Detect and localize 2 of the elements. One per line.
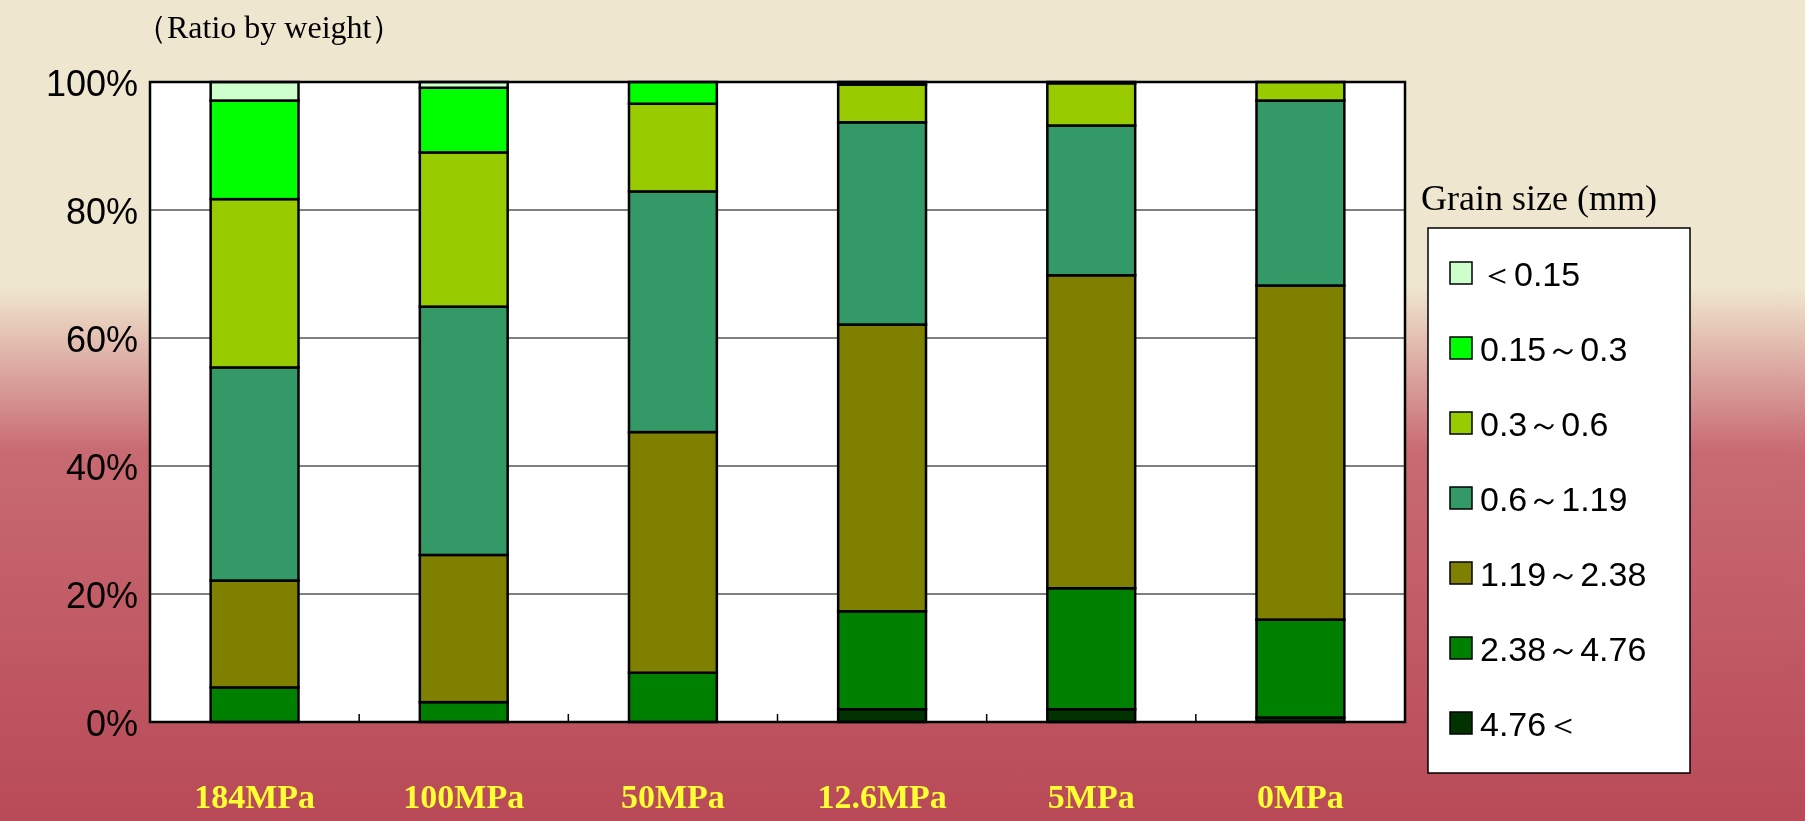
legend-title: Grain size (mm) (1421, 178, 1657, 218)
ylabel: （Ratio by weight） (135, 9, 404, 45)
